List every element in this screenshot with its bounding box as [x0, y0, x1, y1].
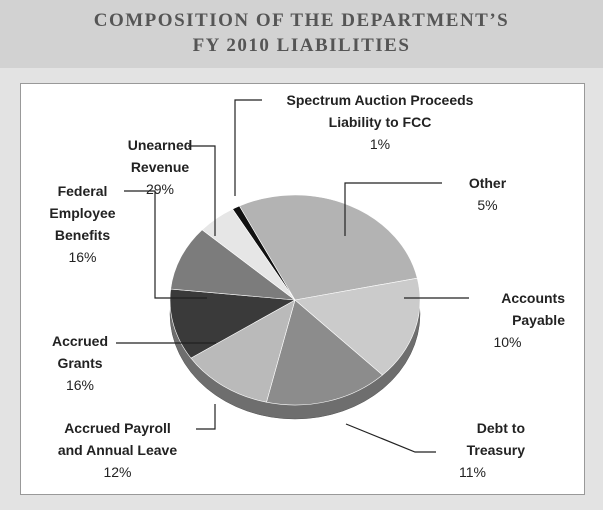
- category-label: Accrued Payroll and Annual Leave: [57, 420, 178, 458]
- value-label: 1%: [369, 136, 391, 152]
- pie-slice: [294, 277, 421, 376]
- category-label: Accounts Payable: [501, 290, 565, 328]
- leader-line: [344, 182, 442, 236]
- category-label: Spectrum Auction Proceeds Liability to F…: [286, 92, 474, 130]
- category-label: Debt to Treasury: [466, 420, 525, 458]
- value-label: 29%: [145, 181, 175, 197]
- leader-line: [124, 190, 207, 299]
- slice-label: Unearned Revenue 29%: [115, 134, 205, 200]
- value-label: 12%: [103, 464, 132, 480]
- category-label: Accrued Grants: [51, 333, 109, 371]
- slice-label: Accrued Grants 16%: [30, 330, 130, 396]
- slice-label: Accounts Payable 10%: [450, 287, 565, 353]
- pie-slice: [190, 299, 296, 403]
- leader-line: [345, 423, 436, 453]
- slice-label: Other 5%: [440, 172, 535, 216]
- leader-line: [234, 99, 262, 196]
- category-label: Other: [468, 175, 507, 191]
- value-label: 5%: [477, 197, 498, 213]
- value-label: 16%: [65, 377, 95, 393]
- chart-title: COMPOSITION OF THE DEPARTMENT’S FY 2010 …: [0, 0, 603, 68]
- slice-label: Accrued Payroll and Annual Leave 12%: [30, 417, 205, 483]
- slice-label: Debt to Treasury 11%: [420, 417, 525, 483]
- value-label: 10%: [493, 334, 522, 350]
- category-label: Federal Employee Benefits: [49, 183, 116, 243]
- value-label: 11%: [459, 464, 486, 480]
- slice-label: Federal Employee Benefits 16%: [30, 180, 135, 268]
- leader-line: [196, 404, 216, 430]
- slice-label: Spectrum Auction Proceeds Liability to F…: [250, 89, 510, 155]
- pie-slice: [266, 299, 383, 406]
- pie-slice: [169, 288, 296, 359]
- pie-slice: [201, 208, 296, 301]
- value-label: 16%: [68, 249, 97, 265]
- category-label: Unearned Revenue: [127, 137, 193, 175]
- pie-slice: [170, 229, 297, 301]
- pie-slice: [238, 194, 418, 301]
- leader-line: [188, 145, 216, 236]
